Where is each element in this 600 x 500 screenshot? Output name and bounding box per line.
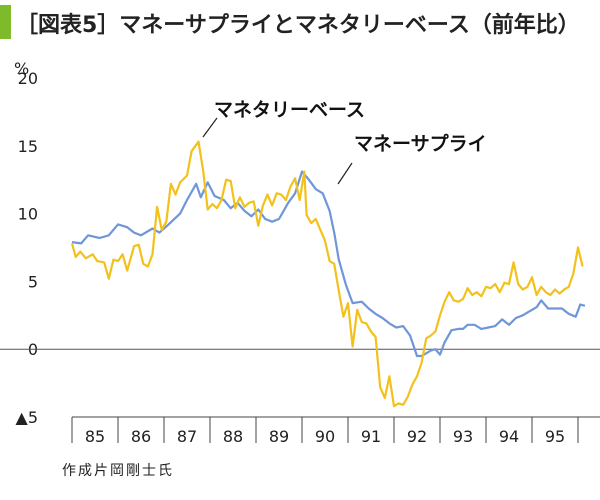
x-tick-label: 95 [545,427,565,446]
title-accent-bar [0,5,11,39]
chart-title: ［図表5］マネーサプライとマネタリーベース（前年比） [16,13,580,38]
x-tick-label: 86 [131,427,151,446]
y-tick-label: 20 [18,69,38,88]
series-layer [70,140,586,408]
money-supply-line [71,170,586,358]
y-tick-label: 10 [18,205,38,224]
y-tick-label: 5 [28,272,38,291]
monetary-base-line [70,140,584,408]
y-tick-label: ▲5 [16,408,38,427]
x-tick-label: 90 [315,427,335,446]
monetary-base-label: マネタリーベース [214,99,365,121]
x-tick-label: 89 [269,427,289,446]
x-tick-label: 94 [499,427,519,446]
monetary-base-leader [202,117,218,138]
money-supply-leader [337,162,353,185]
money-supply-label: マネーサプライ [354,132,487,155]
x-tick-label: 85 [85,427,105,446]
x-tick-label: 91 [361,427,381,446]
y-unit-label: % [14,59,29,78]
title-bar: ［図表5］マネーサプライとマネタリーベース（前年比） [0,5,600,39]
x-tick-label: 93 [453,427,473,446]
x-tick-label: 92 [407,427,427,446]
x-tick-label: 87 [177,427,197,446]
x-tick-label: 88 [223,427,243,446]
y-tick-label: 15 [18,137,38,156]
source-note: 作成片岡剛士氏 [62,463,174,479]
